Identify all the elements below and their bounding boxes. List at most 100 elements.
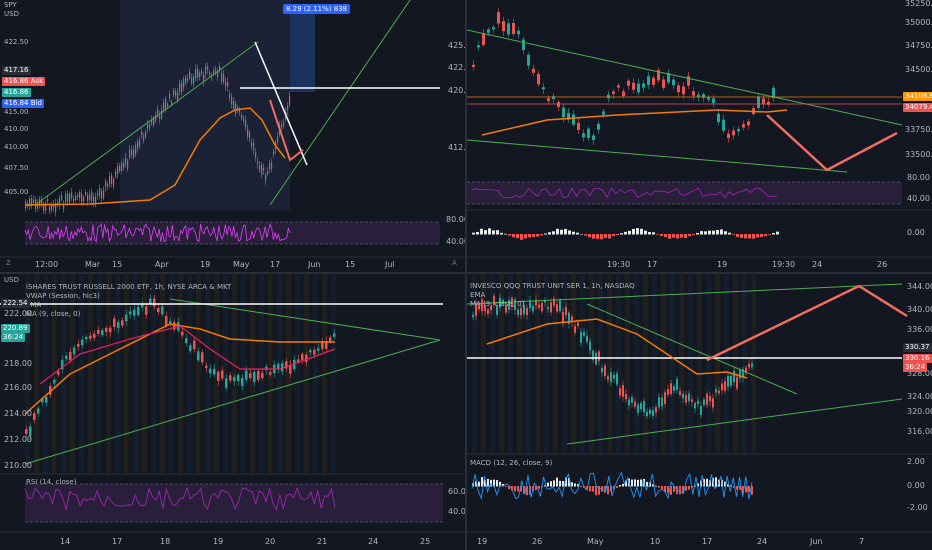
macd-bar [550, 481, 552, 487]
candle [193, 340, 196, 350]
price-chart-svg[interactable]: 425.00 422.50 420.00 412.50 80.00 40.00 … [0, 0, 465, 272]
candle [567, 112, 570, 120]
price-tag-a: 330.37 [903, 343, 932, 352]
chart-panel-top-left[interactable]: 425.00 422.50 420.00 412.50 80.00 40.00 … [0, 0, 465, 272]
price-chart-svg[interactable]: 35250.00 35000.00 34750.00 34500.00 3375… [467, 0, 932, 272]
candle [718, 390, 720, 394]
candle [577, 122, 580, 130]
macd-bar [682, 486, 684, 494]
candle [171, 101, 173, 105]
macd-bar [727, 484, 729, 487]
macd-bar [655, 485, 657, 487]
chart-panel-top-right[interactable]: 35250.00 35000.00 34750.00 34500.00 3375… [467, 0, 932, 272]
chart-legend[interactable]: INVESCO QQQ TRUST UNIT SER 1, 1h, NASDAQ… [470, 282, 635, 308]
price-tag-bid[interactable]: 416.84 Bid [2, 99, 44, 108]
candle [117, 166, 119, 175]
candle [223, 74, 225, 82]
panel-divider-vertical[interactable] [465, 0, 467, 550]
candle [245, 120, 247, 128]
svg-text:35000.00: 35000.00 [905, 18, 932, 27]
svg-text:21: 21 [317, 537, 327, 546]
macd-bar [544, 233, 547, 235]
candle [89, 335, 92, 339]
svg-text:412.50: 412.50 [448, 143, 465, 152]
y-axis: 35250.00 35000.00 34750.00 34500.00 3375… [905, 0, 932, 159]
session-bar [295, 274, 300, 474]
candle [249, 373, 252, 378]
timezone-icon[interactable]: Z [6, 259, 11, 267]
candles [472, 7, 775, 145]
candle [267, 171, 269, 175]
macd-bar [571, 482, 573, 487]
svg-text:19:30: 19:30 [772, 260, 795, 269]
candle [231, 97, 233, 104]
candle [193, 76, 195, 85]
price-chart-svg[interactable]: 344.00 340.00 336.00 328.00 324.00 320.0… [467, 274, 932, 550]
svg-text:214.00: 214.00 [4, 409, 32, 418]
candle [562, 311, 564, 323]
session-bar [196, 274, 201, 474]
candle [317, 348, 320, 351]
macd-bar [692, 234, 695, 235]
svg-text:0.00: 0.00 [907, 481, 925, 490]
candle [141, 131, 143, 135]
price-tag-ask[interactable]: 416.86 Ask [2, 77, 46, 86]
candle [627, 80, 630, 86]
candle [119, 165, 121, 172]
chart-legend[interactable]: iSHARES TRUST RUSSELL 2000 ETF, 1h, NYSE… [26, 283, 232, 318]
y-axis: 222.00 218.00 216.00 214.00 212.00 210.0… [4, 309, 32, 470]
candle [475, 304, 477, 316]
candle [155, 115, 157, 121]
candle [502, 20, 505, 32]
ticker-currency: USD [4, 276, 19, 284]
macd-bar [500, 232, 503, 235]
macd-bar [658, 486, 660, 488]
candle [75, 196, 77, 201]
session-bar [250, 274, 255, 474]
macd-bar [640, 228, 643, 235]
macd-bar [520, 234, 523, 240]
session-bar [115, 274, 120, 474]
candle [325, 341, 328, 349]
session-bar [706, 274, 711, 454]
candle [538, 304, 540, 308]
y-tick-left-407: 407.50 [4, 164, 29, 172]
candle [173, 322, 176, 330]
candle [111, 175, 113, 185]
rsi-legend[interactable]: RSI (14, close) [26, 478, 77, 486]
candle [664, 392, 666, 404]
candle [612, 91, 615, 95]
session-bar [508, 274, 513, 454]
macd-bar [505, 486, 507, 487]
candle [195, 68, 197, 79]
candle [667, 72, 670, 83]
candle [269, 162, 271, 170]
auto-scale-icon[interactable]: A [452, 259, 457, 267]
chart-panel-bottom-right[interactable]: 344.00 340.00 336.00 328.00 324.00 320.0… [467, 274, 932, 550]
candle [251, 142, 253, 147]
candle [505, 305, 507, 313]
candle [71, 192, 73, 199]
candle [177, 92, 179, 100]
price-chart-svg[interactable]: 222.00 218.00 216.00 214.00 212.00 210.0… [0, 274, 465, 550]
candle [277, 136, 279, 143]
candle [523, 304, 525, 315]
macd-bar [481, 477, 483, 487]
candle [53, 379, 56, 384]
session-bar [697, 274, 702, 454]
candle [253, 142, 255, 151]
panel-divider-horizontal[interactable] [0, 272, 932, 274]
macd-bar [580, 233, 583, 235]
candle [517, 309, 519, 315]
y-axis: 425.00 422.50 420.00 412.50 [448, 41, 465, 152]
candle [271, 162, 273, 170]
ema-line [24, 107, 286, 206]
candle [151, 119, 153, 124]
chart-panel-bottom-left[interactable]: 222.00 218.00 216.00 214.00 212.00 210.0… [0, 274, 465, 550]
candle [687, 76, 690, 86]
macd-legend[interactable]: MACD (12, 26, close, 9) [470, 459, 553, 467]
candle [565, 306, 567, 316]
svg-text:Jun: Jun [307, 260, 321, 269]
candle [721, 383, 723, 391]
macd-bar [552, 231, 555, 235]
